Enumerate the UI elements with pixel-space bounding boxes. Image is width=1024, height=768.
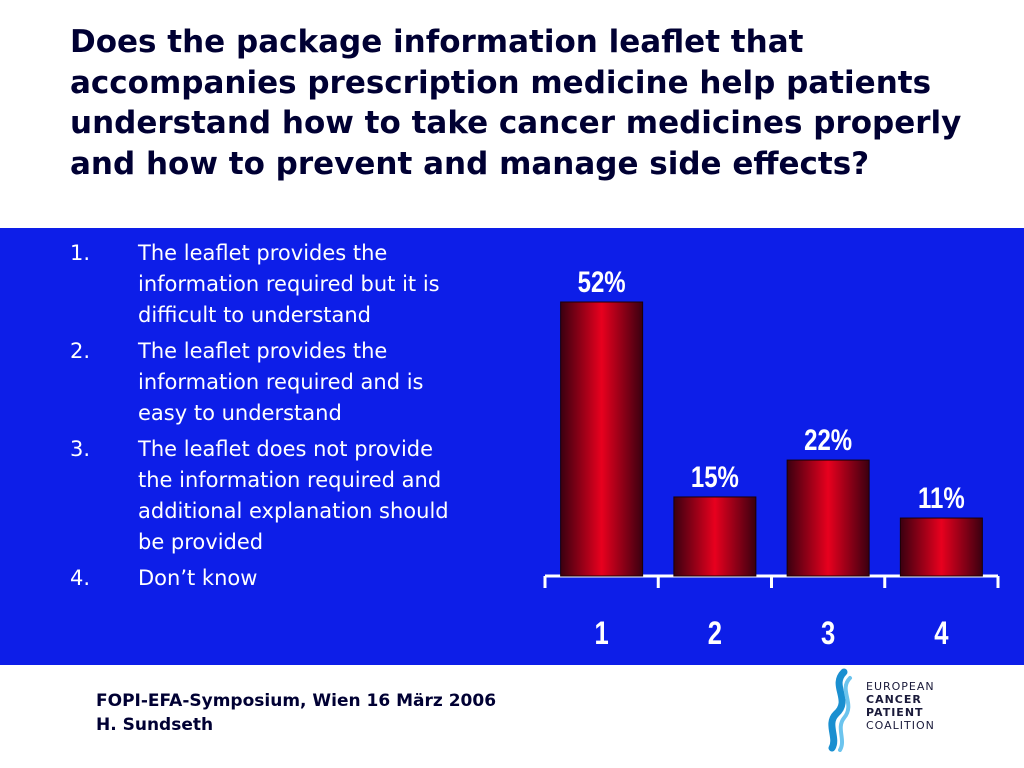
footer-event: FOPI-EFA-Symposium, Wien 16 März 2006	[96, 691, 497, 711]
x-tick-label: 2	[708, 616, 722, 651]
data-label: 22%	[804, 422, 852, 456]
content-band: 1. The leaflet provides the information …	[0, 228, 1024, 665]
option-number: 2.	[70, 339, 91, 363]
option-number: 4.	[70, 566, 91, 590]
bar-chart: 52% 1 15% 2 22% 3 11% 4	[543, 264, 1000, 652]
x-tick-label: 1	[595, 616, 609, 651]
option-item: 3. The leaflet does not provide the info…	[70, 434, 470, 558]
option-item: 4. Don’t know	[70, 563, 470, 594]
option-text: The leaflet does not provide the informa…	[138, 437, 449, 554]
data-label: 15%	[691, 459, 739, 493]
option-text: The leaflet provides the information req…	[138, 241, 440, 327]
logo-line: COALITION	[866, 719, 935, 732]
slide-title: Does the package information leaflet tha…	[70, 24, 962, 182]
option-number: 3.	[70, 437, 91, 461]
ecpc-logo: EUROPEAN CANCER PATIENT COALITION	[822, 668, 952, 752]
option-number: 1.	[70, 241, 91, 265]
footer-author: H. Sundseth	[96, 715, 214, 735]
option-item: 2. The leaflet provides the information …	[70, 336, 470, 429]
x-tick-label: 4	[934, 616, 948, 651]
bar-4	[899, 517, 983, 577]
bar-2	[673, 496, 757, 577]
logo-line: CANCER	[866, 693, 922, 706]
logo-line: PATIENT	[866, 706, 924, 719]
logo-line: EUROPEAN	[866, 680, 935, 693]
x-tick-label: 3	[821, 616, 835, 651]
data-label: 52%	[578, 264, 626, 298]
option-text: Don’t know	[138, 566, 258, 590]
answer-options: 1. The leaflet provides the information …	[70, 238, 470, 599]
data-label: 11%	[918, 480, 965, 514]
ribbon-icon	[828, 668, 852, 752]
footer: FOPI-EFA-Symposium, Wien 16 März 2006 H.…	[96, 689, 496, 737]
bar-1	[560, 301, 644, 577]
logo-text: EUROPEAN CANCER PATIENT COALITION	[866, 680, 935, 732]
option-item: 1. The leaflet provides the information …	[70, 238, 470, 331]
option-text: The leaflet provides the information req…	[138, 339, 424, 425]
bar-3	[786, 459, 870, 577]
